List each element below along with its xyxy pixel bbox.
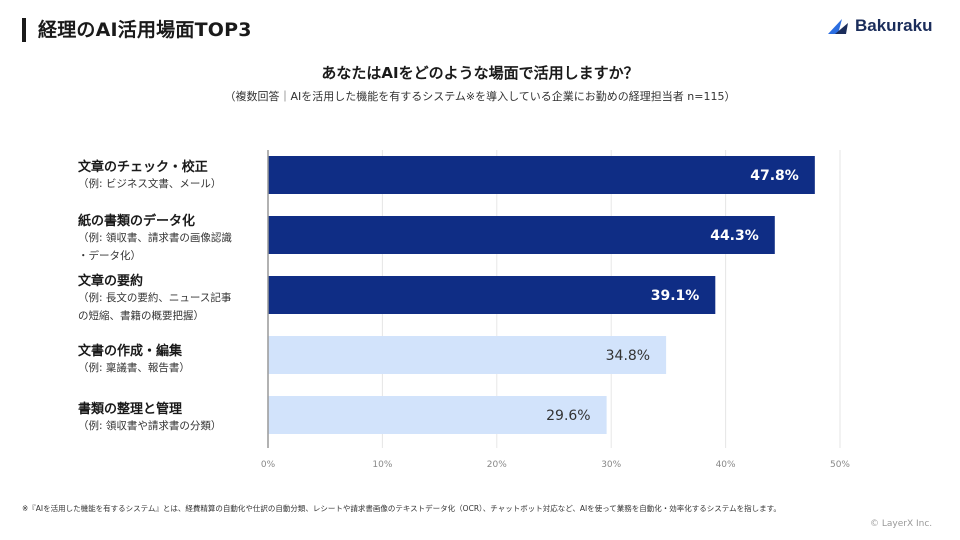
category-example: （例: 領収書や請求書の分類）	[78, 420, 222, 432]
page-title: 経理のAI活用場面TOP3	[38, 19, 252, 41]
category-title: 文章のチェック・校正	[78, 160, 208, 175]
category-example: ・データ化）	[78, 250, 141, 262]
x-tick-label: 10%	[372, 460, 392, 470]
chart-subtitle: （複数回答｜AIを活用した機能を有するシステム※を導入している企業にお勤めの経理…	[224, 90, 736, 103]
bar	[268, 216, 775, 254]
copyright: © LayerX Inc.	[870, 519, 933, 529]
bar	[268, 276, 716, 314]
logo-text: Bakuraku	[855, 16, 933, 35]
bar-value-label: 34.8%	[606, 348, 650, 364]
category-example: （例: 稟議書、報告書）	[78, 362, 190, 374]
bar-value-label: 39.1%	[651, 288, 700, 304]
bar	[268, 156, 815, 194]
x-tick-label: 50%	[830, 460, 850, 470]
bakuraku-logo-icon	[828, 19, 848, 34]
category-example: の短縮、書籍の概要把握）	[78, 310, 204, 322]
x-tick-label: 20%	[487, 460, 507, 470]
bar	[268, 396, 607, 434]
x-tick-label: 30%	[601, 460, 621, 470]
brand-logo: Bakuraku	[826, 16, 932, 36]
x-tick-label: 40%	[716, 460, 736, 470]
bar-value-label: 47.8%	[750, 168, 799, 184]
category-title: 文章の要約	[78, 274, 144, 289]
footnote: ※『AIを活用した機能を有するシステム』とは、経費精算の自動化や仕訳の自動分類、…	[22, 504, 781, 513]
bar-value-label: 29.6%	[546, 408, 590, 424]
category-title: 文書の作成・編集	[78, 344, 183, 359]
category-example: （例: 領収書、請求書の画像認識	[78, 232, 232, 244]
bar-value-label: 44.3%	[710, 228, 759, 244]
title-accent-bar	[22, 18, 26, 42]
category-example: （例: 長文の要約、ニュース記事	[78, 292, 232, 304]
x-tick-label: 0%	[261, 460, 276, 470]
category-title: 紙の書類のデータ化	[78, 214, 196, 229]
category-example: （例: ビジネス文書、メール）	[78, 178, 222, 190]
category-title: 書類の整理と管理	[78, 402, 183, 417]
chart-title: あなたはAIをどのような場面で活用しますか？	[321, 64, 639, 82]
bar	[268, 336, 667, 374]
